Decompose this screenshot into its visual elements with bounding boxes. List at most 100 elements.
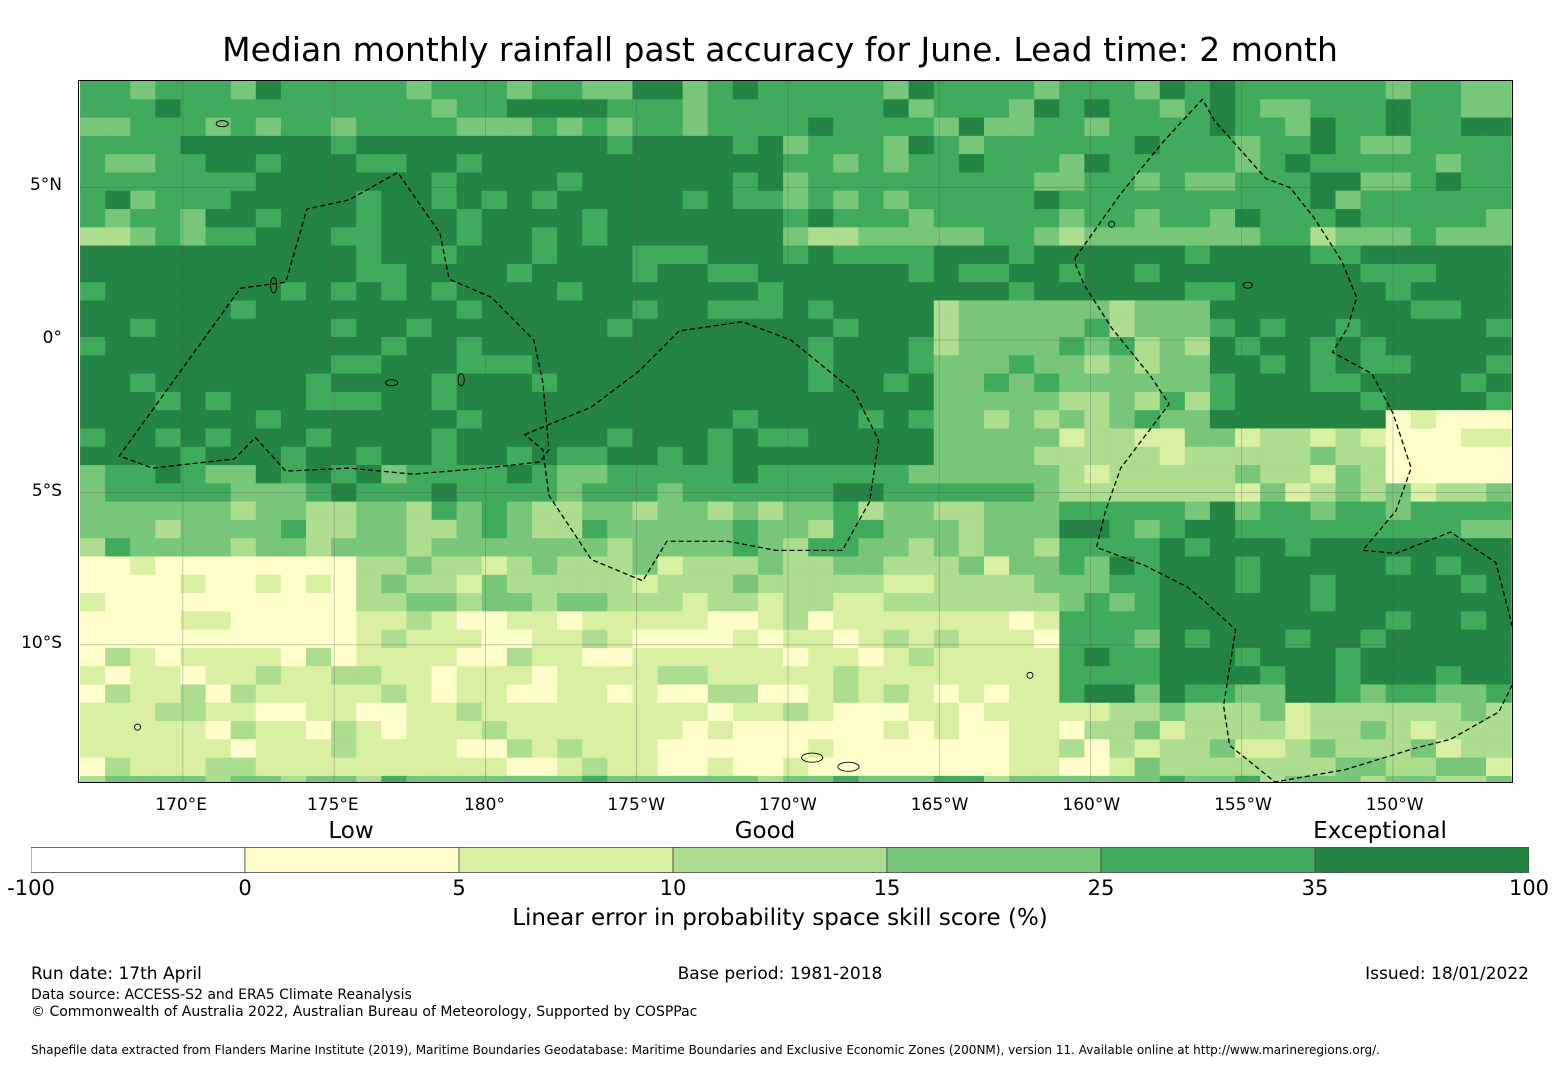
skill-cell [757, 465, 784, 484]
skill-cell [280, 629, 307, 649]
skill-cell [180, 300, 207, 320]
skill-cell [657, 428, 684, 448]
skill-cell [1360, 337, 1387, 356]
skill-cell [1034, 209, 1060, 228]
skill-cell [808, 611, 834, 631]
skill-cell [1159, 318, 1186, 338]
skill-cell [1310, 154, 1336, 173]
skill-cell [908, 227, 935, 247]
skill-cell [582, 519, 608, 539]
skill-cell [180, 190, 207, 210]
skill-cell [933, 556, 960, 576]
skill-cell [833, 154, 859, 173]
skill-cell [1084, 318, 1111, 338]
skill-cell [280, 99, 307, 119]
skill-cell [808, 647, 834, 667]
skill-cell [456, 318, 483, 338]
skill-cell [1385, 611, 1412, 631]
skill-cell [757, 775, 784, 782]
skill-cell [105, 519, 131, 539]
skill-cell [783, 702, 809, 722]
skill-cell [833, 263, 859, 283]
skill-cell [1235, 775, 1261, 782]
skill-cell [1159, 647, 1186, 667]
skill-cell [180, 391, 207, 411]
skill-cell [883, 81, 910, 100]
skill-cell [1184, 611, 1211, 631]
skill-cell [230, 337, 257, 356]
skill-cell [356, 501, 382, 521]
skill-cell [456, 574, 483, 594]
skill-cell [1461, 391, 1487, 411]
skill-cell [1486, 501, 1512, 521]
colorbar-tick-label: 5 [452, 876, 466, 900]
skill-cell [1486, 428, 1512, 448]
skill-cell [1235, 227, 1261, 247]
skill-cell [958, 209, 985, 228]
skill-cell [883, 574, 910, 594]
skill-cell [105, 629, 131, 649]
skill-cell [230, 117, 257, 137]
skill-cell [1009, 190, 1035, 210]
skill-cell [883, 721, 910, 740]
skill-cell [732, 172, 759, 192]
skill-cell [306, 428, 332, 448]
skill-cell [1360, 519, 1387, 539]
skill-cell [1059, 647, 1085, 667]
skill-cell [783, 209, 809, 228]
skill-cell [1134, 190, 1161, 210]
skill-cell [1310, 355, 1336, 375]
skill-cell [1084, 154, 1111, 173]
skill-cell [908, 99, 935, 119]
skill-cell [1034, 81, 1060, 100]
skill-cell [707, 318, 734, 338]
skill-cell [858, 410, 885, 429]
skill-cell [1034, 611, 1060, 631]
skill-cell [883, 556, 910, 576]
skill-cell [1209, 227, 1236, 247]
skill-cell [933, 355, 960, 375]
skill-cell [532, 556, 558, 576]
skill-cell [682, 318, 709, 338]
skill-cell [130, 245, 156, 265]
skill-cell [1159, 775, 1186, 782]
skill-cell [356, 721, 382, 740]
skill-cell [431, 593, 458, 612]
skill-cell [381, 190, 407, 210]
skill-cell [1109, 154, 1136, 173]
skill-cell [406, 446, 433, 466]
skill-cell [1410, 263, 1437, 283]
skill-cell [406, 209, 433, 228]
graticule-layer [80, 81, 1511, 782]
skill-cell [1486, 172, 1512, 192]
skill-cell [958, 428, 985, 448]
skill-cell [1385, 684, 1412, 704]
skill-cell [933, 611, 960, 631]
skill-cell [406, 519, 433, 539]
skill-cell [582, 209, 608, 228]
skill-cell [1009, 391, 1035, 411]
skill-cell [632, 337, 659, 356]
skill-cell [1209, 117, 1236, 137]
skill-cell [1084, 190, 1111, 210]
skill-cell [1260, 245, 1286, 265]
latitude-label: 5°N [29, 174, 62, 195]
skill-cell [582, 373, 608, 393]
skill-cell [481, 428, 508, 448]
skill-cell [833, 519, 859, 539]
skill-cell [958, 501, 985, 521]
skill-cell [1084, 245, 1111, 265]
skill-cell [456, 117, 483, 137]
skill-cell [557, 574, 583, 594]
skill-cell [1435, 629, 1462, 649]
skill-cell [833, 318, 859, 338]
skill-cell [833, 501, 859, 521]
skill-cell [1059, 684, 1085, 704]
skill-cell [306, 391, 332, 411]
skill-cell [958, 775, 985, 782]
skill-cell [1084, 263, 1111, 283]
skill-cell [1335, 410, 1362, 429]
skill-cell [381, 428, 407, 448]
skill-cell [1260, 227, 1286, 247]
skill-cell [431, 629, 458, 649]
